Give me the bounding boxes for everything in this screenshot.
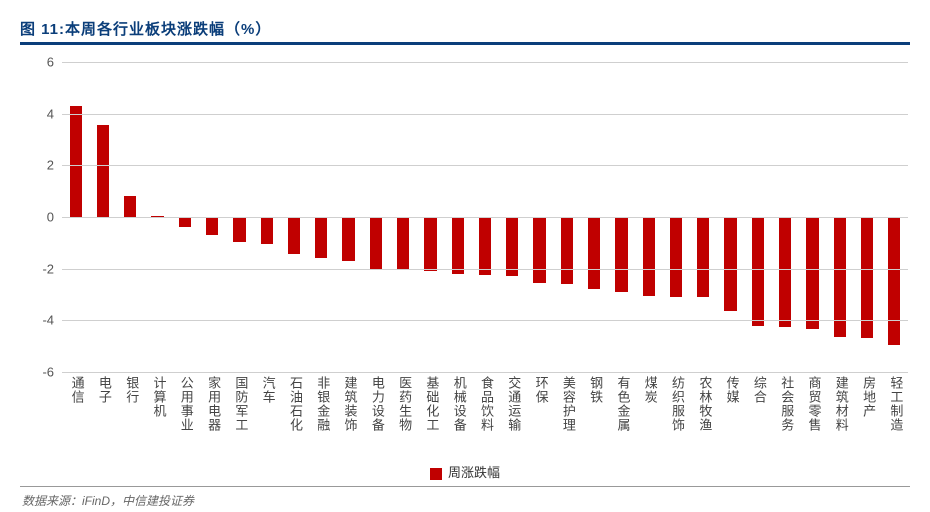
x-tick-label: 机械设备 [450, 376, 466, 432]
x-tick-label: 石油石化 [286, 376, 302, 432]
x-tick-label: 煤炭 [641, 376, 657, 404]
x-tick-label: 银行 [122, 376, 138, 404]
bar [97, 125, 109, 217]
source-text: 数据来源：iFinD，中信建投证券 [22, 492, 194, 509]
bar [206, 217, 218, 235]
bar [70, 106, 82, 217]
bar [506, 217, 518, 276]
bar [397, 217, 409, 270]
x-tick-label: 传媒 [723, 376, 739, 404]
x-tick-label: 建筑材料 [832, 376, 848, 432]
bar [752, 217, 764, 326]
x-tick-label: 美容护理 [559, 376, 575, 432]
y-tick-label: -6 [42, 365, 54, 380]
grid-line [62, 165, 908, 166]
x-tick-label: 环保 [532, 376, 548, 404]
x-tick-label: 家用电器 [204, 376, 220, 432]
bar [779, 217, 791, 327]
x-tick-label: 社会服务 [777, 376, 793, 432]
grid-line [62, 320, 908, 321]
bar [315, 217, 327, 258]
bar [588, 217, 600, 289]
y-tick-label: 0 [47, 210, 54, 225]
x-tick-label: 商贸零售 [804, 376, 820, 432]
bar [124, 196, 136, 217]
x-tick-label: 建筑装饰 [341, 376, 357, 432]
x-tick-label: 医药生物 [395, 376, 411, 432]
grid-line [62, 114, 908, 115]
bar [342, 217, 354, 261]
bar [424, 217, 436, 271]
x-tick-label: 交通运输 [504, 376, 520, 432]
x-tick-label: 钢铁 [586, 376, 602, 404]
grid-line [62, 217, 908, 218]
bar [888, 217, 900, 345]
grid-line [62, 269, 908, 270]
legend: 周涨跌幅 [0, 462, 930, 481]
x-tick-label: 纺织服饰 [668, 376, 684, 432]
x-axis-labels: 通信电子银行计算机公用事业家用电器国防军工汽车石油石化非银金融建筑装饰电力设备医… [62, 376, 908, 462]
y-tick-label: -2 [42, 261, 54, 276]
bar [724, 217, 736, 311]
bar [261, 217, 273, 244]
bar [670, 217, 682, 297]
y-tick-label: -4 [42, 313, 54, 328]
x-tick-label: 非银金融 [313, 376, 329, 432]
x-tick-label: 电力设备 [368, 376, 384, 432]
x-tick-label: 房地产 [859, 376, 875, 418]
bar [233, 217, 245, 242]
bar [834, 217, 846, 337]
x-tick-label: 有色金属 [613, 376, 629, 432]
x-tick-label: 计算机 [150, 376, 166, 418]
x-tick-label: 综合 [750, 376, 766, 404]
x-tick-label: 公用事业 [177, 376, 193, 432]
plot-area: -6-4-20246 [62, 62, 908, 372]
bar [288, 217, 300, 254]
title-rule: 图 11:本周各行业板块涨跌幅（%） [20, 14, 910, 45]
bar [370, 217, 382, 269]
grid-line [62, 62, 908, 63]
x-tick-label: 轻工制造 [886, 376, 902, 432]
bar [615, 217, 627, 292]
bar [452, 217, 464, 274]
bar [533, 217, 545, 283]
figure-container: 图 11:本周各行业板块涨跌幅（%） -6-4-20246 通信电子银行计算机公… [0, 0, 930, 512]
x-tick-label: 电子 [95, 376, 111, 404]
bar [561, 217, 573, 284]
y-tick-label: 2 [47, 158, 54, 173]
grid-line [62, 372, 908, 373]
x-tick-label: 食品饮料 [477, 376, 493, 432]
chart-title: 图 11:本周各行业板块涨跌幅（%） [20, 18, 271, 39]
bar [643, 217, 655, 296]
footer-rule [20, 486, 910, 487]
legend-label: 周涨跌幅 [448, 465, 500, 480]
bar [697, 217, 709, 297]
bar [479, 217, 491, 275]
bar [179, 217, 191, 227]
y-tick-label: 4 [47, 106, 54, 121]
x-tick-label: 汽车 [259, 376, 275, 404]
x-tick-label: 基础化工 [422, 376, 438, 432]
x-tick-label: 通信 [68, 376, 84, 404]
x-tick-label: 农林牧渔 [695, 376, 711, 432]
legend-swatch [430, 468, 442, 480]
y-tick-label: 6 [47, 55, 54, 70]
x-tick-label: 国防军工 [231, 376, 247, 432]
bar [806, 217, 818, 329]
